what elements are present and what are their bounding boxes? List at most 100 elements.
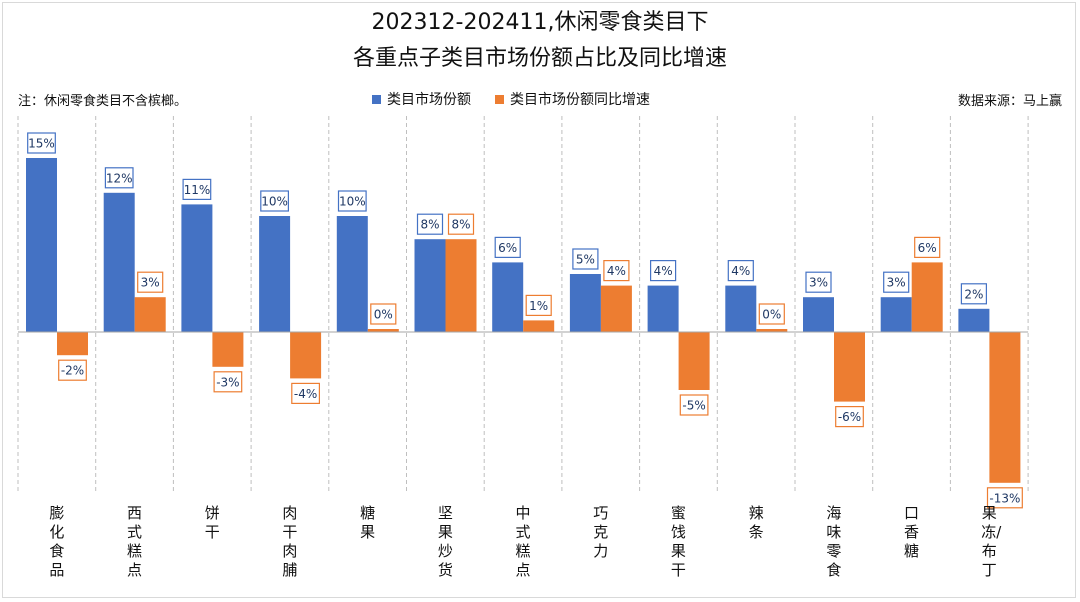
data-label: 0% xyxy=(374,308,393,322)
growth-bar xyxy=(834,332,865,402)
share-bar xyxy=(259,216,291,332)
data-label: 4% xyxy=(654,264,673,278)
data-label-box xyxy=(835,406,864,428)
data-label-box xyxy=(883,271,910,293)
data-label-box xyxy=(679,394,709,416)
data-label-box xyxy=(58,359,87,381)
data-label: -13% xyxy=(989,491,1020,505)
data-label: 4% xyxy=(607,264,626,278)
legend-swatch-share xyxy=(372,94,381,104)
category-label: 中式糕点 xyxy=(515,504,531,579)
legend: 类目市场份额 类目市场份额同比增速 xyxy=(372,89,650,109)
data-source: 数据来源：马上赢 xyxy=(957,94,1062,109)
data-label: 0% xyxy=(762,308,781,322)
category-label: 蜜饯果干 xyxy=(670,504,686,579)
data-label-box xyxy=(370,303,397,325)
share-bar xyxy=(492,262,524,332)
data-label-box xyxy=(291,382,320,404)
data-label-box xyxy=(27,132,56,154)
share-bar xyxy=(103,192,135,332)
data-label: -3% xyxy=(216,375,239,389)
data-label: 2% xyxy=(964,287,983,301)
share-bar xyxy=(336,216,368,332)
data-label: -5% xyxy=(682,399,705,413)
category-label: 坚果炒货 xyxy=(437,504,453,579)
data-label: 1% xyxy=(529,299,548,313)
data-label: 12% xyxy=(106,171,133,185)
data-label-box xyxy=(914,236,941,258)
growth-bar xyxy=(134,297,166,332)
data-label: 8% xyxy=(451,218,470,232)
category-label: 巧克力 xyxy=(593,504,609,560)
growth-bar xyxy=(290,332,322,379)
data-label-box xyxy=(137,271,164,293)
share-bar xyxy=(958,308,990,332)
category-label: 肉干肉脯 xyxy=(282,504,298,579)
growth-bar xyxy=(600,285,632,332)
data-label-box xyxy=(213,371,243,393)
data-label-box xyxy=(104,167,134,189)
data-label: -4% xyxy=(294,387,317,401)
category-label: 饼干 xyxy=(204,504,220,541)
data-label: 5% xyxy=(576,253,595,267)
data-label: 6% xyxy=(918,241,937,255)
data-label: 15% xyxy=(28,137,55,151)
legend-label-share: 类目市场份额 xyxy=(387,92,471,108)
data-label: 4% xyxy=(731,264,750,278)
footnote: 注：休闲零食类目不含槟榔。 xyxy=(18,94,188,109)
growth-bar xyxy=(212,332,244,367)
chart-title-line2: 各重点子类目市场份额占比及同比增速 xyxy=(352,46,727,71)
category-label: 海味零食 xyxy=(826,504,842,579)
data-label: 10% xyxy=(339,195,366,209)
category-label: 口香糖 xyxy=(904,504,920,560)
growth-bar xyxy=(523,320,555,332)
share-bar xyxy=(880,297,912,332)
legend-label-growth: 类目市场份额同比增速 xyxy=(510,92,650,108)
data-label-box xyxy=(986,487,1023,509)
data-label: -6% xyxy=(838,410,861,424)
growth-bar xyxy=(756,329,788,332)
category-label: 辣条 xyxy=(748,504,764,541)
category-label: 膨化食品 xyxy=(49,504,65,579)
share-bar xyxy=(181,204,213,332)
data-label-box xyxy=(805,271,832,293)
data-label-box xyxy=(649,260,677,282)
data-label-box xyxy=(960,283,988,305)
data-label: 6% xyxy=(498,241,517,255)
share-bar xyxy=(647,285,679,332)
data-label-box xyxy=(758,303,785,325)
category-label: 糖果 xyxy=(360,504,376,541)
growth-bar xyxy=(911,262,943,332)
data-label-box xyxy=(525,294,552,316)
legend-item-growth: 类目市场份额同比增速 xyxy=(495,89,650,109)
legend-item-share: 类目市场份额 xyxy=(372,89,471,109)
share-bar xyxy=(725,285,757,332)
chart-title-line1: 202312-202411,休闲零食类目下 xyxy=(371,10,709,35)
data-label-box xyxy=(603,260,630,282)
growth-bar xyxy=(445,239,477,332)
data-label-box xyxy=(494,236,521,258)
growth-bar xyxy=(367,329,399,332)
share-bar xyxy=(569,274,601,332)
legend-swatch-growth xyxy=(495,94,504,104)
category-label: 果冻/布丁 xyxy=(981,504,1002,579)
growth-bar xyxy=(57,332,88,356)
data-label: -2% xyxy=(61,364,84,378)
data-label-box xyxy=(727,260,754,282)
growth-bar xyxy=(989,332,1021,483)
data-label-box xyxy=(337,190,367,212)
share-bar xyxy=(414,239,446,332)
data-label-box xyxy=(416,213,444,235)
data-label: 11% xyxy=(184,183,211,197)
category-label: 西式糕点 xyxy=(127,504,143,579)
data-label: 10% xyxy=(261,195,288,209)
data-label: 3% xyxy=(887,276,906,290)
data-label: 8% xyxy=(420,218,439,232)
data-label-box xyxy=(182,178,212,200)
share-bar xyxy=(803,297,834,332)
growth-bar xyxy=(678,332,710,390)
data-label-box xyxy=(572,248,599,270)
data-label-box xyxy=(260,190,289,212)
